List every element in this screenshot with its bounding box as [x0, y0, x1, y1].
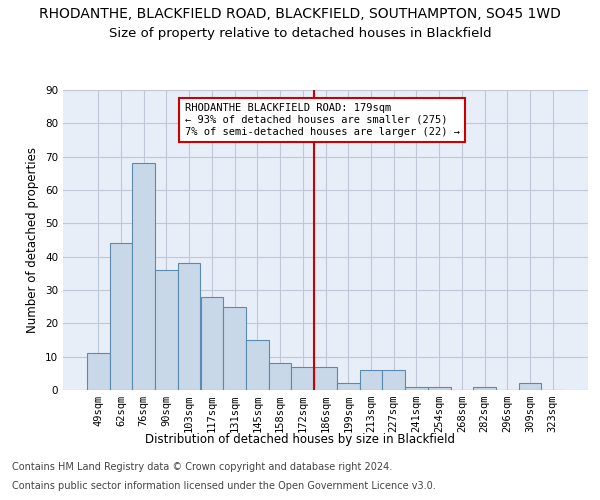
Bar	[518, 384, 541, 390]
Bar	[473, 386, 496, 390]
Bar	[223, 306, 246, 390]
Bar	[178, 264, 200, 390]
Bar	[110, 244, 133, 390]
Text: Distribution of detached houses by size in Blackfield: Distribution of detached houses by size …	[145, 432, 455, 446]
Y-axis label: Number of detached properties: Number of detached properties	[26, 147, 40, 333]
Bar	[200, 296, 223, 390]
Bar	[133, 164, 155, 390]
Bar	[405, 386, 428, 390]
Bar	[337, 384, 359, 390]
Text: Contains public sector information licensed under the Open Government Licence v3: Contains public sector information licen…	[12, 481, 436, 491]
Bar	[382, 370, 405, 390]
Text: Size of property relative to detached houses in Blackfield: Size of property relative to detached ho…	[109, 28, 491, 40]
Bar	[292, 366, 314, 390]
Bar	[87, 354, 110, 390]
Bar	[428, 386, 451, 390]
Bar	[314, 366, 337, 390]
Text: Contains HM Land Registry data © Crown copyright and database right 2024.: Contains HM Land Registry data © Crown c…	[12, 462, 392, 472]
Bar	[269, 364, 292, 390]
Bar	[246, 340, 269, 390]
Bar	[359, 370, 382, 390]
Text: RHODANTHE BLACKFIELD ROAD: 179sqm
← 93% of detached houses are smaller (275)
7% : RHODANTHE BLACKFIELD ROAD: 179sqm ← 93% …	[185, 104, 460, 136]
Text: RHODANTHE, BLACKFIELD ROAD, BLACKFIELD, SOUTHAMPTON, SO45 1WD: RHODANTHE, BLACKFIELD ROAD, BLACKFIELD, …	[39, 8, 561, 22]
Bar	[155, 270, 178, 390]
